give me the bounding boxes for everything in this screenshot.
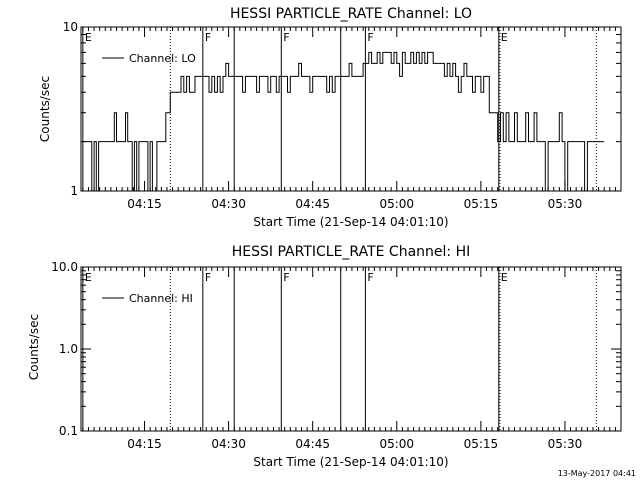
- plot-timestamp: 13-May-2017 04:41: [558, 469, 636, 478]
- panel-hi-xtick-label: 05:00: [379, 437, 414, 451]
- panel-lo-xtick-label: 04:45: [295, 197, 330, 211]
- panel-lo-legend-label: Channel: LO: [129, 52, 196, 65]
- panel-lo-marker-label: F: [283, 31, 289, 44]
- panel-lo-marker-label: E: [85, 31, 92, 44]
- panel-hi-marker-label: E: [501, 271, 508, 284]
- panel-lo-ylabel: Counts/sec: [38, 76, 52, 142]
- panel-hi-ytick-label: 0.1: [59, 424, 78, 438]
- panel-hi-legend-label: Channel: HI: [129, 292, 193, 305]
- panel-hi-marker-label: E: [85, 271, 92, 284]
- panel-hi-ylabel: Counts/sec: [27, 314, 41, 380]
- panel-lo-xtick-label: 04:15: [127, 197, 162, 211]
- panel-hi-xtick-label: 04:15: [127, 437, 162, 451]
- panel-hi-xtick-label: 04:30: [211, 437, 246, 451]
- panel-hi-marker-label: F: [367, 271, 373, 284]
- panel-lo-xtick-label: 05:15: [464, 197, 499, 211]
- panel-lo-frame: [80, 26, 622, 192]
- panel-lo-ytick-label: 1: [70, 184, 78, 198]
- panel-lo-xlabel: Start Time (21-Sep-14 04:01:10): [253, 215, 448, 229]
- panel-lo-xtick-label: 05:00: [379, 197, 414, 211]
- panel-hi-marker-label: F: [283, 271, 289, 284]
- panel-hi-ytick-label: 10.0: [51, 260, 78, 274]
- panel-lo-marker-label: E: [501, 31, 508, 44]
- panel-lo-xtick-label: 05:30: [548, 197, 583, 211]
- panel-hi-title: HESSI PARTICLE_RATE Channel: HI: [232, 244, 470, 260]
- panel-lo-marker-label: F: [205, 31, 211, 44]
- panel-hi: HESSI PARTICLE_RATE Channel: HI 04:15 04:…: [27, 244, 622, 469]
- panel-lo-title: HESSI PARTICLE_RATE Channel: LO: [230, 6, 472, 22]
- panel-lo-ytick-label: 10: [63, 20, 78, 34]
- panel-lo: HESSI PARTICLE_RATE Channel: LO 04:15 04:…: [38, 6, 622, 229]
- panel-lo-plot-area: 04:15 04:30 04:45 05:00 05:15 05:30 1 10 E F F F E Ch…: [63, 20, 622, 211]
- panel-hi-xlabel: Start Time (21-Sep-14 04:01:10): [253, 455, 448, 469]
- panel-hi-marker-label: F: [205, 271, 211, 284]
- panel-hi-plot-area: 04:15 04:30 04:45 05:00 05:15 05:30 0.1 1.0 10.0…: [51, 260, 622, 451]
- panel-hi-xtick-label: 05:30: [548, 437, 583, 451]
- panel-hi-xtick-label: 04:45: [295, 437, 330, 451]
- panel-hi-xtick-label: 05:15: [464, 437, 499, 451]
- panel-lo-marker-label: F: [367, 31, 373, 44]
- panel-hi-ytick-label: 1.0: [59, 342, 78, 356]
- panel-lo-xtick-label: 04:30: [211, 197, 246, 211]
- panel-lo-series-line: [82, 51, 605, 192]
